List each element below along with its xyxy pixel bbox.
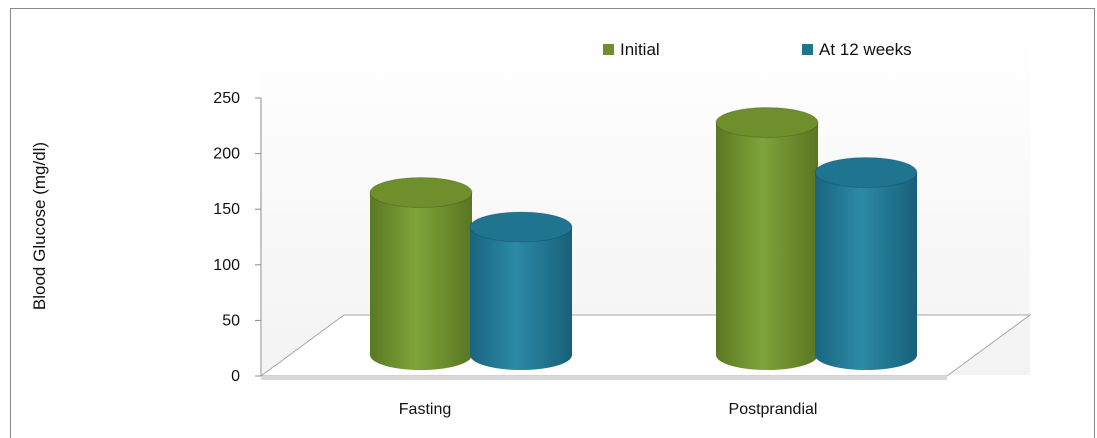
bar-initial-postprandial [715,106,819,371]
x-category-labels: Fasting Postprandial [399,401,818,418]
cylinder-top [369,177,473,209]
cylinder-body [815,172,917,370]
bar-initial-fasting [369,177,473,370]
cylinder-top [469,211,573,243]
bar-at-12-weeks-fasting [469,211,573,370]
floor-edge [261,376,947,380]
y-axis-label: Blood Glucose (mg/dl) [30,142,49,310]
cylinder-body [470,226,572,370]
legend-label: Initial [620,40,660,59]
cylinder-top [715,106,819,138]
legend-label: At 12 weeks [819,40,912,59]
cylinder-top [814,157,918,189]
y-tick-label: 150 [213,201,240,218]
y-axis [255,97,262,377]
y-tick-label: 100 [213,257,240,274]
blood-glucose-chart: 0 50 100 150 200 250 Fasting Postprandial Init… [30,30,1032,418]
legend: Initial At 12 weeks [603,40,912,59]
y-tick-labels: 0 50 100 150 200 250 [213,90,240,385]
y-tick-label: 250 [213,90,240,107]
bar-series [369,106,918,371]
legend-swatch [802,44,813,55]
y-tick-label: 50 [222,312,240,329]
bar-at-12-weeks-postprandial [814,157,918,370]
y-tick-label: 200 [213,146,240,163]
chart-frame [10,8,1095,438]
legend-swatch [603,44,614,55]
cylinder-body [716,122,818,371]
x-category-label: Fasting [399,401,451,418]
y-tick-label: 0 [231,368,240,385]
x-category-label: Postprandial [729,401,818,418]
cylinder-body [370,192,472,370]
